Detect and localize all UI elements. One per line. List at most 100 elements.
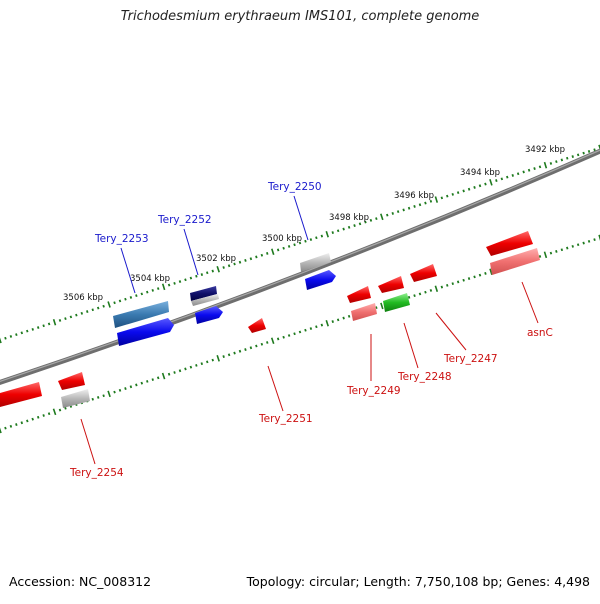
outer-row-minor-tick	[31, 327, 34, 331]
gene-block-tery-2250-top[interactable]	[300, 253, 331, 272]
inner-row-minor-tick	[375, 306, 378, 310]
inner-row-minor-tick	[26, 419, 29, 423]
inner-row-minor-tick	[549, 251, 553, 255]
inner-row-minor-tick	[173, 371, 176, 374]
outer-row-minor-tick	[413, 205, 416, 208]
gene-block-asnc-pink[interactable]	[490, 248, 540, 275]
inner-row-minor-tick	[129, 385, 133, 389]
reverse-strand-features	[0, 231, 540, 408]
outer-row-minor-tick	[184, 278, 187, 282]
outer-row-minor-tick	[156, 287, 160, 291]
gene-arrow-tery-2249[interactable]	[347, 286, 371, 303]
gene-block-tery-2253-top[interactable]	[113, 301, 169, 328]
gene-arrow-tery-2251[interactable]	[248, 318, 266, 333]
outer-row-major-tick	[598, 144, 600, 151]
inner-row-minor-tick	[571, 244, 574, 248]
outer-row-minor-tick	[358, 222, 362, 226]
outer-row-minor-tick	[20, 331, 24, 335]
inner-row-minor-tick	[58, 408, 62, 412]
gene-label-tery-2247[interactable]: Tery_2247	[443, 353, 498, 365]
gene-label-asnc[interactable]: asnC	[527, 327, 553, 339]
page-title: Trichodesmium erythraeum IMS101, complet…	[120, 9, 480, 24]
gene-block-tery-2248-green[interactable]	[383, 293, 410, 312]
inner-row-minor-tick	[36, 415, 40, 419]
gene-block-tery-2249-pink[interactable]	[351, 303, 377, 321]
outer-row-minor-tick	[522, 170, 525, 174]
leader-line-tery-2254	[80, 418, 96, 465]
gene-block-tery-2252-top[interactable]	[190, 286, 217, 301]
gene-arrow-tery-2252[interactable]	[195, 306, 223, 324]
inner-row-major-tick	[0, 427, 2, 434]
inner-row-minor-tick	[178, 369, 182, 373]
outer-row-minor-tick	[15, 333, 18, 337]
inner-row-minor-tick	[146, 380, 149, 383]
inner-row-major-tick	[543, 251, 548, 259]
inner-row-major-tick	[216, 355, 220, 362]
position-label: 3506 kbp	[63, 293, 103, 303]
outer-row-minor-tick	[276, 248, 280, 252]
inner-row-minor-tick	[102, 394, 105, 398]
outer-row-minor-tick	[538, 165, 542, 169]
inner-row-minor-tick	[304, 328, 307, 332]
inner-row-minor-tick	[467, 277, 471, 280]
outer-row-major-tick	[216, 265, 220, 273]
leader-line-tery-2251	[267, 365, 284, 412]
gene-arrow-tery-2248[interactable]	[378, 276, 404, 293]
gene-arrow-tery-2254-left[interactable]	[0, 382, 42, 407]
outer-row-minor-tick	[473, 186, 476, 189]
inner-row-minor-tick	[440, 285, 444, 289]
inner-row-minor-tick	[560, 248, 564, 252]
inner-row-minor-tick	[20, 421, 24, 425]
outer-row-minor-tick	[4, 336, 7, 340]
gene-arrow-tery-2253[interactable]	[117, 318, 174, 346]
outer-row-minor-tick	[173, 281, 176, 285]
inner-row-minor-tick	[167, 372, 171, 376]
outer-row-major-tick	[107, 301, 111, 308]
leader-line-tery-2253	[120, 247, 136, 294]
gene-label-tery-2248[interactable]: Tery_2248	[397, 371, 452, 383]
genome-backbone-highlight	[0, 149, 600, 382]
outer-row-minor-tick	[571, 155, 574, 158]
position-label: 3492 kbp	[525, 145, 565, 155]
inner-row-minor-tick	[276, 337, 280, 341]
gene-label-tery-2252[interactable]: Tery_2252	[157, 214, 212, 226]
gene-arrow-tery-2250[interactable]	[305, 270, 336, 290]
gene-label-tery-2254[interactable]: Tery_2254	[69, 467, 124, 479]
position-labels: 3492 kbp 3494 kbp 3496 kbp 3498 kbp 3500…	[63, 145, 565, 303]
gene-label-tery-2250[interactable]: Tery_2250	[267, 181, 322, 193]
gene-arrow-asnc[interactable]	[486, 231, 533, 256]
gene-arrow-tery-2254[interactable]	[58, 372, 85, 390]
inner-row-minor-tick	[429, 289, 433, 292]
gene-label-tery-2253[interactable]: Tery_2253	[94, 233, 149, 245]
outer-row-minor-tick	[484, 182, 487, 186]
outer-row-minor-tick	[64, 317, 67, 321]
gene-label-tery-2249[interactable]: Tery_2249	[346, 385, 401, 397]
inner-row-minor-tick	[582, 241, 585, 245]
outer-row-minor-tick	[227, 264, 231, 268]
inner-row-minor-tick	[456, 280, 460, 284]
leader-line-asnc	[521, 281, 539, 324]
gene-block-tery-2254-gray[interactable]	[61, 389, 90, 408]
inner-row-minor-tick	[9, 424, 13, 428]
gene-labels: Tery_2250 Tery_2252 Tery_2253 asnC Tery_…	[69, 181, 553, 479]
gene-label-tery-2251[interactable]: Tery_2251	[258, 413, 313, 425]
gene-block-tery-2252-mid[interactable]	[191, 294, 219, 306]
gene-arrow-tery-2247[interactable]	[410, 264, 437, 282]
accession-text: Accession: NC_008312	[9, 574, 152, 589]
outer-row-minor-tick	[118, 299, 122, 303]
outer-row-minor-tick	[86, 310, 89, 313]
outer-row-minor-tick	[429, 199, 433, 203]
outer-row-major-tick	[0, 337, 2, 344]
leader-line-tery-2248	[403, 322, 419, 369]
outer-row-minor-tick	[151, 288, 154, 292]
leader-lines	[80, 195, 539, 465]
inner-row-minor-tick	[413, 294, 416, 298]
inner-row-minor-tick	[484, 272, 487, 275]
outer-row-minor-tick	[287, 245, 291, 248]
outer-row-minor-tick	[560, 158, 564, 162]
inner-row-minor-tick	[347, 314, 351, 318]
inner-row-major-tick	[107, 390, 111, 398]
outer-row-minor-tick	[500, 177, 504, 181]
inner-row-minor-tick	[31, 417, 34, 421]
outer-row-minor-tick	[315, 236, 318, 240]
